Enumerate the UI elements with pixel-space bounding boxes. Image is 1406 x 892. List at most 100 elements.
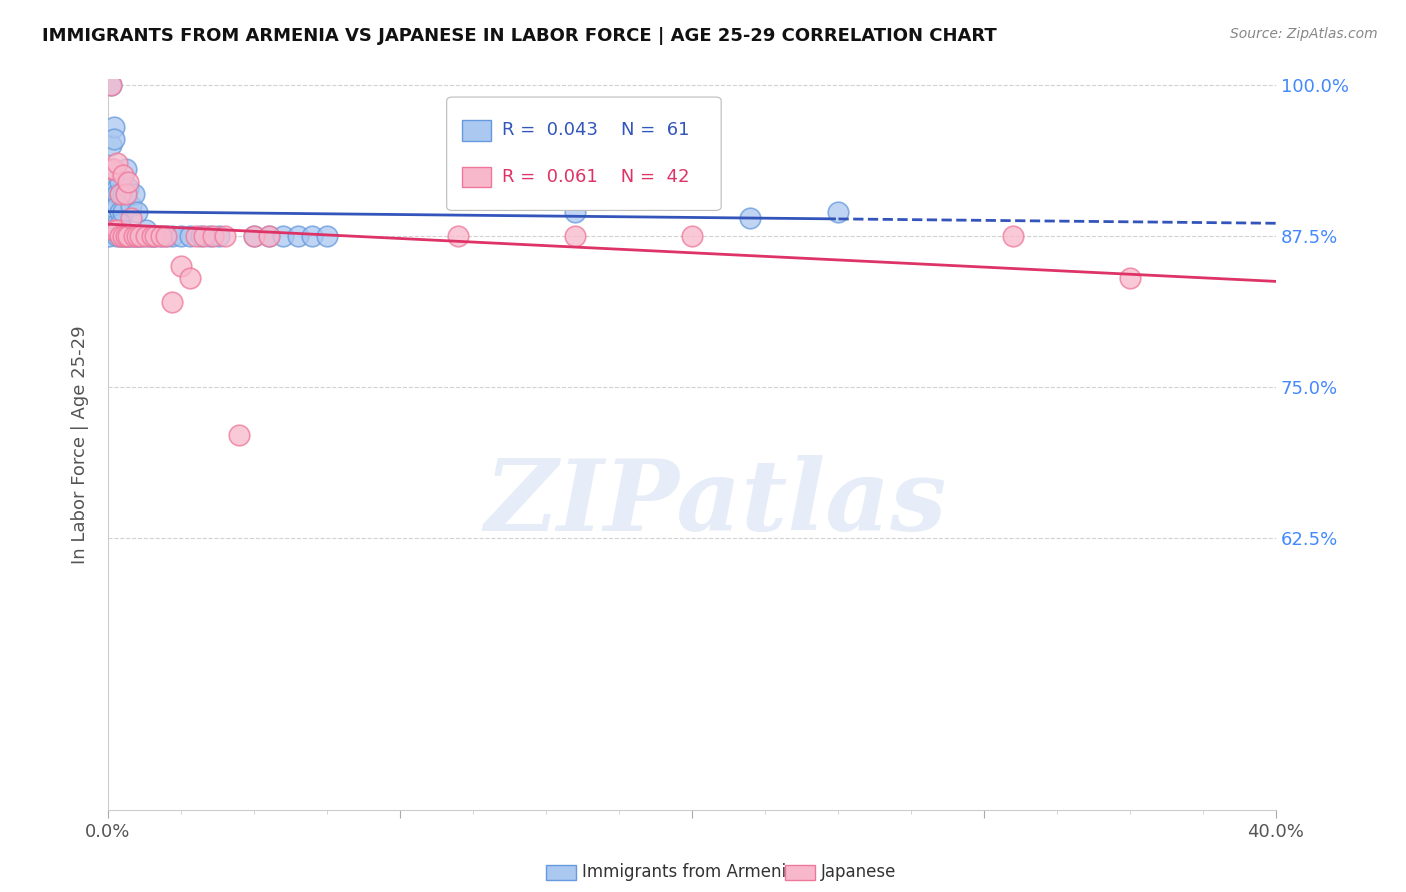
Point [105,186,128,201]
Point [170,259,193,273]
Point [117,228,139,243]
Point [103,162,125,177]
Point [607,186,630,201]
Point [491,186,513,201]
Point [132,228,155,243]
Point [114,186,136,201]
Point [100,199,122,213]
Point [111,169,134,183]
Point [100,78,122,92]
Point [287,228,309,243]
Point [214,228,236,243]
Point [108,186,131,201]
Point [111,223,134,237]
Point [316,228,339,243]
Point [138,228,160,243]
Point [243,228,266,243]
Point [135,228,157,243]
Point [103,174,125,188]
Point [105,156,128,170]
Point [681,228,703,243]
Point [129,228,152,243]
Point [114,228,136,243]
Point [117,174,139,188]
Point [190,228,212,243]
Text: Immigrants from Armenia: Immigrants from Armenia [582,863,796,881]
Point [740,211,762,225]
Point [564,204,586,219]
Point [1002,228,1025,243]
Point [100,78,122,92]
Point [208,228,231,243]
Point [149,228,172,243]
Point [108,228,131,243]
Point [111,186,134,201]
Point [103,223,125,237]
Point [114,186,136,201]
FancyBboxPatch shape [463,120,491,141]
Point [149,228,172,243]
Point [122,228,145,243]
Point [122,228,145,243]
Point [114,162,136,177]
Point [257,228,280,243]
Point [301,228,323,243]
Point [155,228,177,243]
Point [141,228,163,243]
Point [1119,271,1142,285]
Point [447,162,470,177]
Point [202,228,225,243]
Point [114,228,136,243]
Point [129,228,152,243]
Point [198,228,221,243]
Point [120,199,142,213]
Point [105,199,128,213]
Text: R =  0.061    N =  42: R = 0.061 N = 42 [502,168,689,186]
Point [108,174,131,188]
Point [100,138,122,153]
Point [179,228,201,243]
Point [101,223,124,237]
FancyBboxPatch shape [447,97,721,211]
Point [127,228,149,243]
Point [100,162,122,177]
Point [184,228,207,243]
Point [108,228,131,243]
Point [160,295,183,310]
Point [193,228,215,243]
Point [155,228,177,243]
Point [103,120,125,135]
Point [170,228,193,243]
Point [143,228,166,243]
Text: IMMIGRANTS FROM ARMENIA VS JAPANESE IN LABOR FORCE | AGE 25-29 CORRELATION CHART: IMMIGRANTS FROM ARMENIA VS JAPANESE IN L… [42,27,997,45]
Y-axis label: In Labor Force | Age 25-29: In Labor Force | Age 25-29 [72,325,89,564]
Point [143,228,166,243]
Point [447,228,470,243]
Point [827,204,849,219]
Point [117,180,139,194]
Point [135,223,157,237]
Point [105,180,128,194]
Point [117,228,139,243]
Point [108,186,131,201]
Point [120,228,142,243]
Point [101,162,124,177]
Point [105,217,128,231]
Point [111,204,134,219]
Point [271,228,294,243]
FancyBboxPatch shape [463,167,491,187]
Point [127,204,149,219]
Point [141,228,163,243]
Point [122,186,145,201]
Point [111,228,134,243]
Point [257,228,280,243]
Text: Japanese: Japanese [821,863,897,881]
Point [111,228,134,243]
Point [108,217,131,231]
Point [103,223,125,237]
Point [105,228,128,243]
Point [179,271,201,285]
Text: R =  0.043    N =  61: R = 0.043 N = 61 [502,121,689,139]
Point [120,211,142,225]
Point [243,228,266,243]
